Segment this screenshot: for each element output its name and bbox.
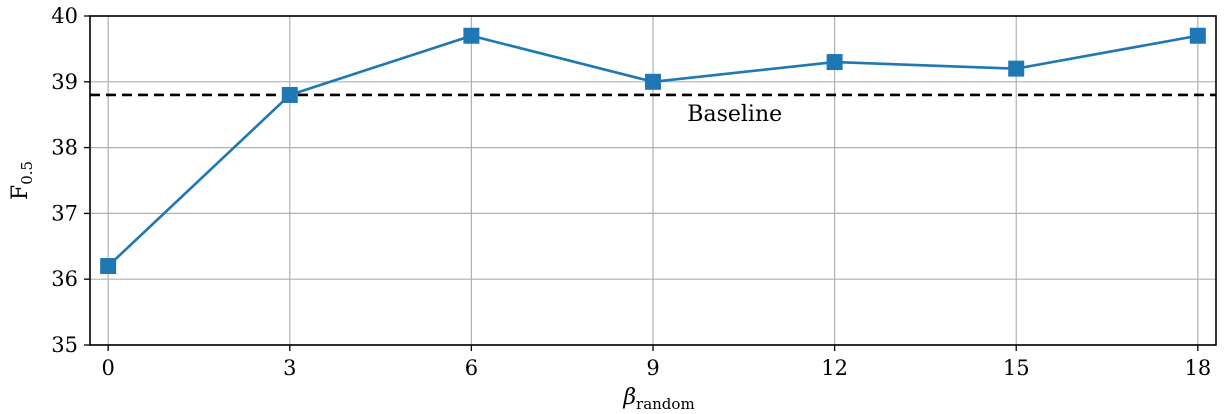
- x-tick-label: 18: [1184, 356, 1211, 380]
- y-tick-label: 40: [51, 4, 78, 28]
- y-tick-label: 37: [51, 201, 78, 225]
- x-tick-label: 6: [465, 356, 478, 380]
- x-tick-label: 3: [283, 356, 296, 380]
- axis-labels: βrandom F0.5: [8, 161, 695, 413]
- data-point: [1189, 27, 1206, 44]
- data-point: [645, 73, 661, 90]
- data-point: [100, 258, 117, 275]
- baseline-label: Baseline: [687, 102, 782, 127]
- grid-lines: [90, 15, 1216, 346]
- y-tick-label: 35: [51, 333, 78, 357]
- y-axis-label: F0.5: [8, 161, 36, 200]
- data-point: [1008, 60, 1025, 77]
- x-tick-label: 9: [646, 356, 659, 380]
- series-layer: [100, 27, 1206, 275]
- x-tick-label: 15: [1003, 356, 1030, 380]
- y-tick-label: 39: [51, 70, 78, 94]
- data-point: [463, 27, 480, 44]
- data-point: [826, 54, 843, 71]
- y-tick-label: 36: [51, 267, 78, 291]
- y-tick-label: 38: [51, 136, 78, 160]
- reference-lines: Baseline: [90, 93, 1216, 127]
- x-axis-label: βrandom: [622, 385, 694, 413]
- x-tick-label: 0: [101, 356, 114, 380]
- data-point: [281, 86, 298, 103]
- x-tick-label: 12: [821, 356, 848, 380]
